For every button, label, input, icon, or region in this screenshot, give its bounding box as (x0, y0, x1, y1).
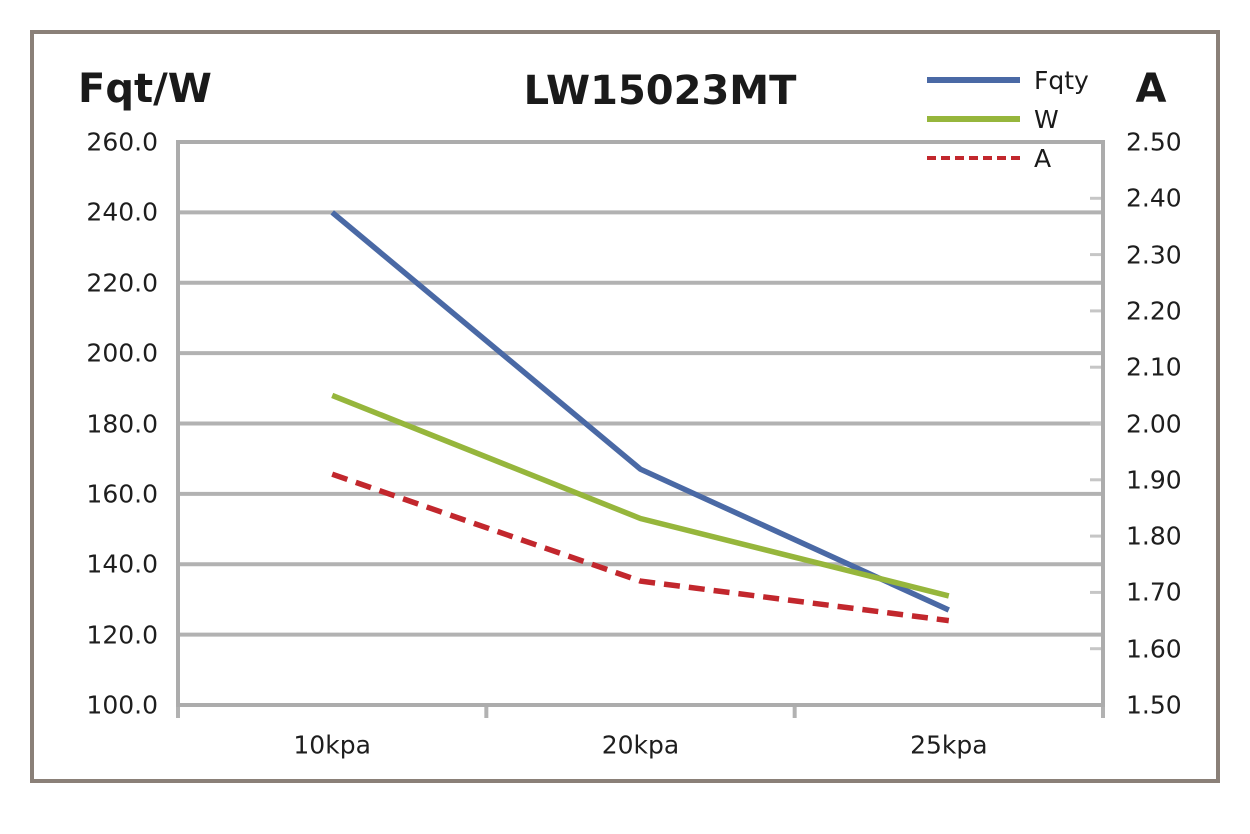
x-axis-category-label: 20kpa (601, 730, 680, 760)
legend-label-a: A (1034, 143, 1052, 173)
left-axis-tick-label: 220.0 (86, 268, 158, 298)
legend-swatch-fqty (927, 77, 1020, 83)
right-axis-tick-label: 2.30 (1126, 240, 1182, 270)
legend-item-w: W (927, 104, 1167, 134)
right-axis-tick-label: 1.70 (1126, 577, 1182, 607)
right-axis-title: A (1135, 66, 1167, 112)
legend-item-a: A (927, 143, 1167, 173)
legend-label-w: W (1034, 104, 1059, 134)
left-axis-tick-label: 160.0 (86, 479, 158, 509)
legend-label-fqty: Fqty (1034, 65, 1089, 95)
plot-border (176, 140, 1105, 707)
right-axis-tick-label: 2.00 (1126, 409, 1182, 438)
series-line-a (331, 471, 950, 624)
left-axis-tick-label: 100.0 (86, 690, 158, 720)
plot-area (176, 140, 1105, 718)
series-line-fqty (330, 210, 950, 613)
right-axis-tick-label: 1.80 (1126, 521, 1182, 551)
left-axis-tick-label: 180.0 (86, 409, 158, 438)
chart-frame: Fqt/W LW15023MT A 260.0 240.0 220.0 200.0 18… (30, 30, 1220, 783)
right-axis-tick-label: 1.90 (1126, 465, 1182, 495)
legend-swatch-w (927, 116, 1020, 122)
right-axis-tick-label: 1.60 (1126, 634, 1182, 664)
left-axis-tick-label: 260.0 (86, 127, 158, 157)
right-axis-tick-label: 1.50 (1126, 690, 1182, 720)
series-line-w (331, 392, 950, 599)
x-axis-category-label: 10kpa (293, 730, 371, 760)
right-axis-tick-label: 2.40 (1126, 183, 1182, 213)
right-axis-tick-label: 2.50 (1126, 127, 1182, 157)
left-axis-tick-label: 120.0 (86, 620, 158, 650)
right-axis-tick-label: 2.20 (1126, 296, 1182, 326)
legend: Fqty W A (927, 66, 1167, 183)
left-axis-tick-label: 240.0 (86, 197, 158, 227)
legend-item-fqty: Fqty (927, 65, 1167, 95)
right-axis-tick-label: 2.10 (1126, 352, 1182, 382)
left-axis-tick-label: 140.0 (86, 549, 158, 579)
left-axis-title: Fqt/W (78, 66, 212, 112)
chart-title: LW15023MT (523, 68, 797, 114)
left-axis-tick-label: 200.0 (86, 338, 158, 368)
legend-swatch-a (927, 156, 1020, 160)
x-axis-category-label: 25kpa (910, 730, 988, 760)
